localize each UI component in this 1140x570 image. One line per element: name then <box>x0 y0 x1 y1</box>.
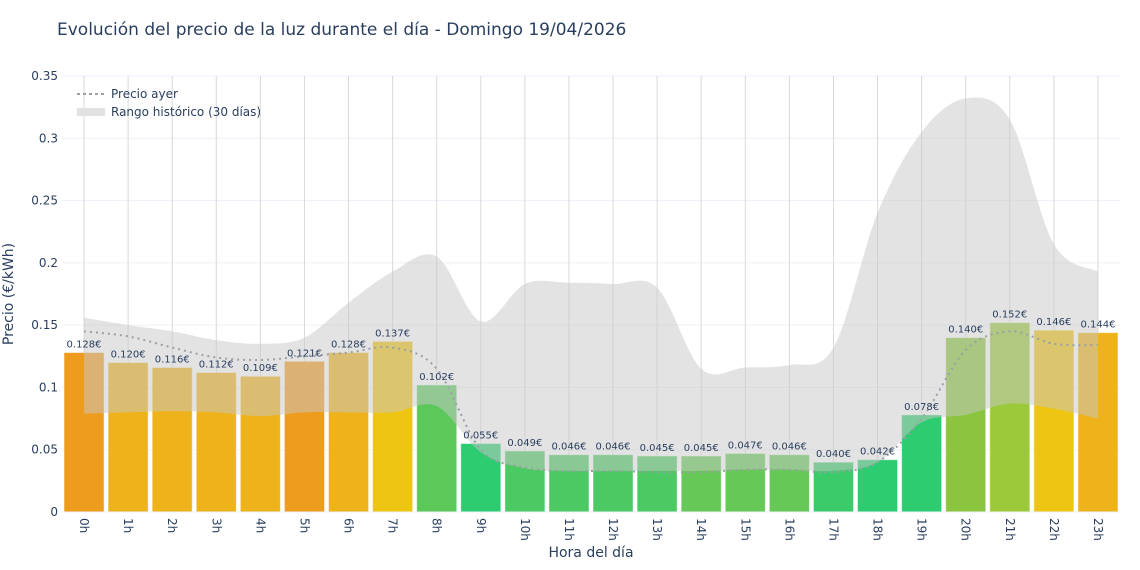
x-tick-label: 7h <box>386 518 400 533</box>
x-tick-label: 17h <box>826 518 840 541</box>
legend-rango-historico[interactable]: Rango histórico (30 días) <box>111 105 261 119</box>
x-tick-label: 1h <box>121 518 135 533</box>
data-label-22h: 0.146€ <box>1036 317 1071 328</box>
x-tick-label: 6h <box>342 518 356 533</box>
y-tick-label: 0.2 <box>39 256 58 270</box>
data-label-20h: 0.140€ <box>948 325 983 336</box>
data-label-19h: 0.078€ <box>904 402 939 413</box>
x-tick-label: 16h <box>782 518 796 541</box>
data-label-9h: 0.055€ <box>463 430 498 441</box>
x-tick-label: 14h <box>694 518 708 541</box>
x-tick-label: 12h <box>606 518 620 541</box>
data-label-23h: 0.144€ <box>1080 320 1115 331</box>
data-label-3h: 0.112€ <box>199 359 234 370</box>
chart-title: Evolución del precio de la luz durante e… <box>57 20 627 40</box>
yesterday-price-line <box>83 330 1098 474</box>
x-tick-label: 15h <box>738 518 752 541</box>
x-tick-label: 0h <box>77 518 91 533</box>
data-label-7h: 0.137€ <box>375 328 410 339</box>
x-tick-label: 10h <box>518 518 532 541</box>
data-label-0h: 0.128€ <box>67 340 102 351</box>
x-tick-label: 22h <box>1047 518 1061 541</box>
x-tick-label: 5h <box>297 518 311 533</box>
data-label-15h: 0.047€ <box>728 440 763 451</box>
data-label-2h: 0.116€ <box>155 354 190 365</box>
data-label-5h: 0.121€ <box>287 348 322 359</box>
data-label-11h: 0.046€ <box>551 442 586 453</box>
x-tick-label: 9h <box>474 518 488 533</box>
data-label-21h: 0.152€ <box>992 310 1027 321</box>
data-label-18h: 0.042€ <box>860 447 895 458</box>
legend-band-icon <box>77 108 105 116</box>
data-label-10h: 0.049€ <box>507 438 542 449</box>
data-label-1h: 0.120€ <box>111 350 146 361</box>
x-tick-label: 8h <box>430 518 444 533</box>
x-tick-label: 20h <box>959 518 973 541</box>
x-tick-label: 13h <box>650 518 664 541</box>
x-tick-label: 19h <box>915 518 929 541</box>
data-label-12h: 0.046€ <box>596 442 631 453</box>
x-tick-label: 21h <box>1003 518 1017 541</box>
y-tick-label: 0.05 <box>31 443 58 457</box>
x-tick-label: 18h <box>871 518 885 541</box>
x-tick-label: 2h <box>165 518 179 533</box>
data-label-13h: 0.045€ <box>640 443 675 454</box>
y-tick-label: 0.15 <box>31 318 58 332</box>
x-tick-label: 4h <box>253 518 267 533</box>
y-tick-label: 0.1 <box>39 380 58 394</box>
data-label-17h: 0.040€ <box>816 449 851 460</box>
y-tick-label: 0.25 <box>31 194 58 208</box>
data-label-8h: 0.102€ <box>419 372 454 383</box>
historical-range-band <box>84 97 1098 472</box>
x-axis-title: Hora del día <box>548 545 633 561</box>
data-label-14h: 0.045€ <box>684 443 719 454</box>
x-tick-label: 11h <box>562 518 576 541</box>
y-axis-title: Precio (€/kWh) <box>1 243 17 345</box>
data-label-6h: 0.128€ <box>331 340 366 351</box>
x-tick-label: 23h <box>1091 518 1105 541</box>
data-label-16h: 0.046€ <box>772 442 807 453</box>
legend-precio-ayer[interactable]: Precio ayer <box>111 87 178 101</box>
bar-18h <box>857 459 899 513</box>
data-label-4h: 0.109€ <box>243 363 278 374</box>
x-tick-label: 3h <box>209 518 223 533</box>
y-tick-label: 0.35 <box>31 69 58 83</box>
y-tick-label: 0.3 <box>39 131 58 145</box>
y-tick-label: 0 <box>50 505 58 519</box>
